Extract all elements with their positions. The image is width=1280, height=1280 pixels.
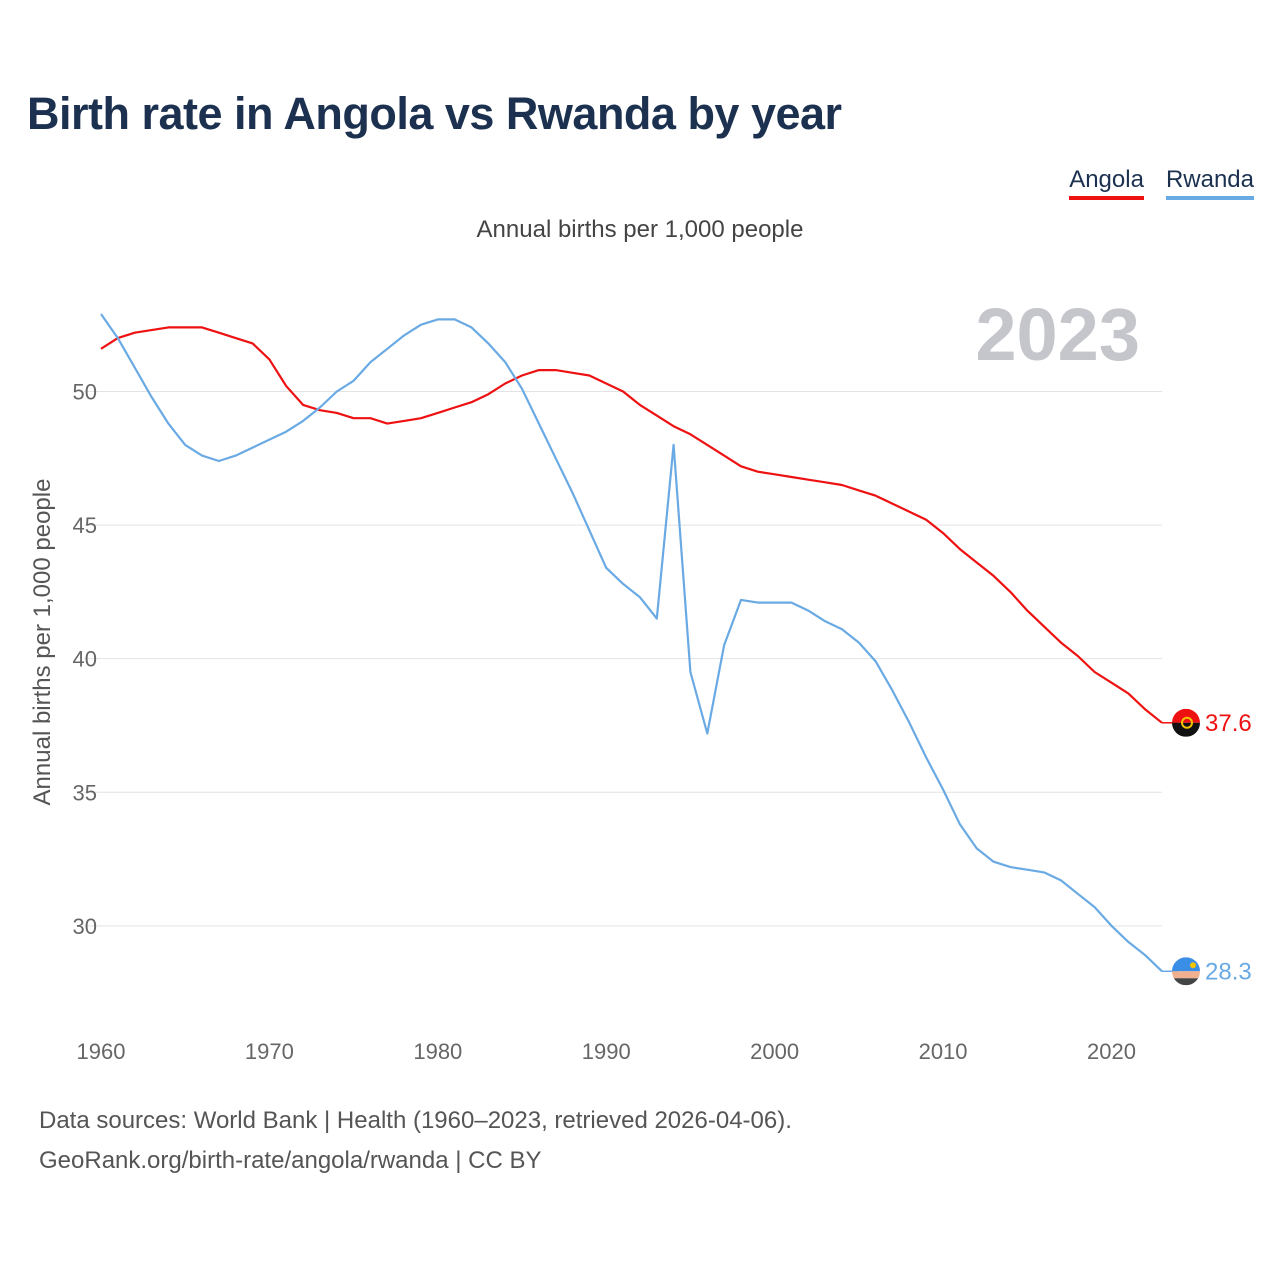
year-watermark: 2023	[975, 293, 1140, 376]
y-tick-label: 50	[73, 380, 97, 405]
legend-item-rwanda[interactable]: Rwanda	[1165, 166, 1254, 200]
legend: Angola Rwanda	[1069, 166, 1254, 200]
x-tick-label: 1980	[413, 1039, 462, 1064]
chart-subtitle: Annual births per 1,000 people	[476, 216, 804, 243]
chart-title: Birth rate in Angola vs Rwanda by year	[27, 88, 842, 139]
x-tick-label: 2010	[919, 1039, 968, 1064]
end-value-label-rwanda: 28.3	[1205, 958, 1252, 985]
legend-item-angola[interactable]: Angola	[1069, 166, 1144, 200]
y-tick-label: 45	[73, 513, 97, 538]
x-tick-label: 2020	[1087, 1039, 1136, 1064]
series-line-angola[interactable]	[100, 326, 1163, 724]
y-tick-label: 35	[73, 780, 97, 805]
line-chart: 2023 Annual births per 1,000 people 30 35…	[29, 293, 1252, 1064]
y-tick-label: 30	[73, 914, 97, 939]
flag-marker-angola	[1172, 708, 1200, 737]
x-tick-label: 1960	[77, 1039, 126, 1064]
x-tick-label: 1990	[582, 1039, 631, 1064]
x-tick-label: 2000	[750, 1039, 799, 1064]
source-line-1: Data sources: World Bank | Health (1960–…	[39, 1107, 792, 1134]
end-value-label-angola: 37.6	[1205, 710, 1252, 737]
x-tick-label: 1970	[245, 1039, 294, 1064]
series-line-rwanda[interactable]	[100, 313, 1163, 973]
source-line-2[interactable]: GeoRank.org/birth-rate/angola/rwanda | C…	[39, 1147, 542, 1174]
y-axis-label: Annual births per 1,000 people	[29, 479, 56, 806]
flag-marker-rwanda	[1172, 957, 1200, 986]
y-tick-label: 40	[73, 647, 97, 672]
